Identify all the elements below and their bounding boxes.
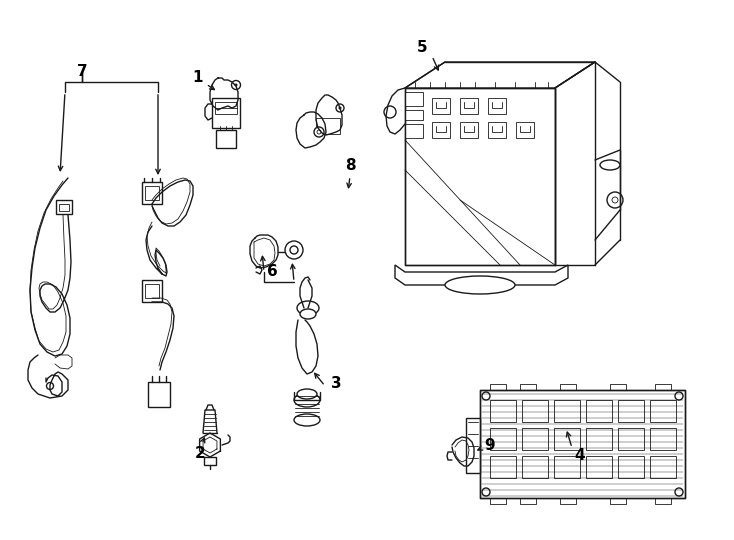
Circle shape bbox=[482, 488, 490, 496]
Bar bbox=[466, 418, 480, 473]
Circle shape bbox=[607, 192, 623, 208]
Circle shape bbox=[231, 80, 241, 90]
Bar bbox=[586, 428, 612, 450]
Bar bbox=[488, 98, 506, 114]
Ellipse shape bbox=[297, 301, 319, 315]
Bar bbox=[522, 428, 548, 450]
Bar bbox=[145, 186, 159, 200]
Polygon shape bbox=[405, 88, 555, 265]
Text: 6: 6 bbox=[266, 265, 277, 280]
Bar bbox=[148, 382, 170, 407]
Bar bbox=[618, 456, 644, 478]
Bar bbox=[460, 122, 478, 138]
Circle shape bbox=[317, 130, 321, 134]
Text: 9: 9 bbox=[484, 438, 495, 454]
Bar bbox=[56, 200, 72, 214]
Bar bbox=[488, 122, 506, 138]
Bar bbox=[432, 98, 450, 114]
Circle shape bbox=[482, 392, 490, 400]
Text: 3: 3 bbox=[331, 376, 341, 392]
Bar bbox=[142, 182, 162, 204]
Ellipse shape bbox=[297, 389, 317, 399]
Bar bbox=[215, 102, 237, 114]
Bar bbox=[554, 400, 580, 422]
Circle shape bbox=[46, 382, 54, 389]
Bar bbox=[586, 400, 612, 422]
Ellipse shape bbox=[600, 160, 620, 170]
Text: 2: 2 bbox=[195, 447, 206, 462]
Bar bbox=[145, 284, 159, 298]
Text: 7: 7 bbox=[76, 64, 87, 79]
Circle shape bbox=[234, 84, 238, 86]
Circle shape bbox=[285, 241, 303, 259]
Bar bbox=[405, 92, 423, 106]
Circle shape bbox=[314, 127, 324, 137]
Circle shape bbox=[384, 106, 396, 118]
Circle shape bbox=[290, 246, 298, 254]
Bar bbox=[522, 400, 548, 422]
Bar bbox=[650, 428, 676, 450]
Bar bbox=[460, 98, 478, 114]
Ellipse shape bbox=[294, 414, 320, 426]
Polygon shape bbox=[405, 62, 595, 88]
Bar bbox=[554, 456, 580, 478]
Ellipse shape bbox=[294, 393, 320, 407]
Ellipse shape bbox=[445, 276, 515, 294]
Bar bbox=[432, 122, 450, 138]
Circle shape bbox=[336, 104, 344, 112]
Bar bbox=[490, 456, 516, 478]
Bar bbox=[516, 122, 534, 138]
Bar bbox=[59, 204, 69, 211]
Circle shape bbox=[612, 197, 618, 203]
Bar bbox=[405, 110, 423, 120]
Bar bbox=[522, 456, 548, 478]
Bar bbox=[316, 118, 340, 134]
Text: 8: 8 bbox=[345, 159, 355, 173]
Bar bbox=[480, 390, 685, 498]
Ellipse shape bbox=[300, 309, 316, 319]
Bar bbox=[204, 457, 216, 465]
Bar bbox=[490, 428, 516, 450]
Polygon shape bbox=[395, 265, 568, 285]
Bar bbox=[212, 98, 240, 128]
Text: 4: 4 bbox=[575, 449, 585, 463]
Text: 1: 1 bbox=[193, 71, 203, 85]
Bar bbox=[142, 280, 162, 302]
Circle shape bbox=[675, 392, 683, 400]
Bar bbox=[586, 456, 612, 478]
Bar bbox=[405, 124, 423, 138]
Bar bbox=[650, 456, 676, 478]
Text: 5: 5 bbox=[417, 40, 427, 56]
Bar bbox=[216, 130, 236, 148]
Bar bbox=[650, 400, 676, 422]
Bar bbox=[490, 400, 516, 422]
Bar bbox=[618, 428, 644, 450]
Bar bbox=[618, 400, 644, 422]
Bar bbox=[554, 428, 580, 450]
Circle shape bbox=[338, 106, 341, 110]
Circle shape bbox=[675, 488, 683, 496]
